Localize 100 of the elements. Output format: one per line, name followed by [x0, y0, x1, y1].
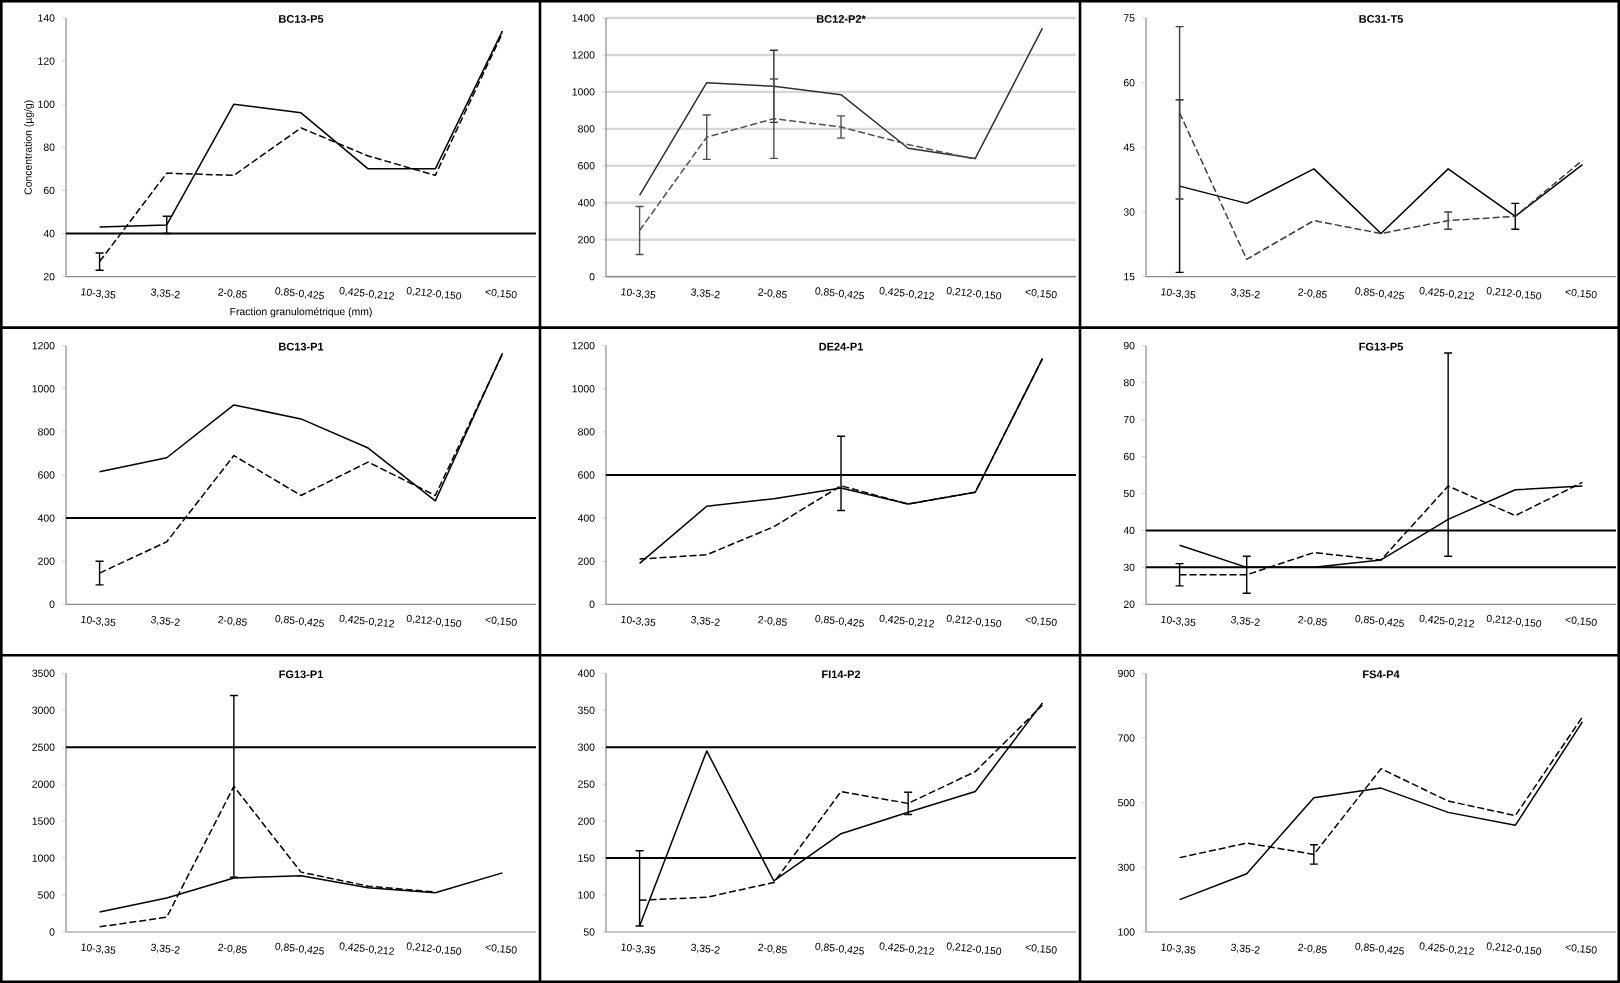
y-tick-label: 0: [589, 272, 595, 281]
x-tick-label: 2-0,85: [758, 943, 787, 954]
x-tick-label: 3,35-2: [150, 616, 180, 627]
y-tick-label: 60: [1123, 452, 1135, 461]
x-tick-label: 10-3,35: [1161, 943, 1196, 955]
x-tick-label: 0,212-0,150: [946, 614, 1002, 628]
x-axis-title: Fraction granulométrique (mm): [230, 307, 372, 318]
x-tick-label: 0,212-0,150: [1486, 942, 1542, 955]
y-tick-label: 400: [577, 199, 595, 207]
y-tick-label: 800: [38, 428, 55, 436]
chart-title: BC12-P2*: [816, 15, 866, 23]
y-tick-label: 800: [578, 428, 595, 436]
chart-title: FS4-P4: [1363, 670, 1400, 679]
x-tick-label: 3,35-2: [690, 616, 720, 627]
x-tick-label: 0,425-0,212: [879, 614, 934, 628]
chart-title: DE24-P1: [819, 342, 864, 351]
x-tick-label: 2-0,85: [218, 616, 247, 627]
x-tick-label: 0,212-0,150: [946, 942, 1002, 955]
x-tick-label: 0,85-0,425: [275, 615, 324, 627]
x-tick-label: 0,212-0,150: [406, 614, 462, 628]
x-tick-label: 0,212-0,150: [406, 942, 462, 955]
x-tick-label: 2-0,85: [1298, 943, 1327, 954]
x-tick-label: 10-3,35: [621, 943, 656, 955]
y-tick-label: 2000: [32, 780, 55, 788]
x-tick-label: 10-3,35: [1161, 615, 1196, 627]
y-tick-label: 200: [38, 557, 55, 565]
x-tick-label: 0,85-0,425: [275, 942, 324, 955]
x-tick-label: 3,35-2: [690, 943, 720, 954]
y-tick-label: 200: [578, 557, 595, 565]
line-series: [638, 27, 1044, 197]
y-tick-label: 600: [578, 471, 595, 479]
y-tick-label: 800: [578, 125, 595, 133]
x-tick-label: 2-0,85: [758, 288, 787, 299]
y-tick-label: 50: [1123, 489, 1135, 498]
y-tick-label: 60: [1123, 78, 1135, 87]
y-tick-label: 500: [38, 891, 55, 899]
y-tick-label: 1000: [572, 88, 595, 96]
x-tick-label: <0,150: [485, 288, 517, 299]
y-tick-label: 900: [1118, 669, 1135, 678]
y-tick-label: 45: [1123, 143, 1135, 151]
x-tick-label: <0,150: [1565, 616, 1597, 627]
x-tick-label: 3,35-2: [1230, 616, 1260, 627]
y-tick-label: 80: [43, 143, 55, 151]
x-tick-label: 0,85-0,425: [815, 287, 864, 300]
chart-title: FG13-P1: [279, 670, 324, 679]
x-tick-label: 0,212-0,150: [1486, 614, 1542, 628]
x-tick-label: <0,150: [1025, 616, 1057, 627]
y-tick-label: 0: [589, 600, 595, 608]
x-tick-label: <0,150: [1025, 944, 1057, 954]
y-tick-label: 30: [1123, 208, 1135, 216]
y-tick-label: 15: [1124, 273, 1135, 281]
y-tick-label: 2500: [32, 743, 55, 751]
y-tick-label: 400: [37, 514, 55, 522]
y-tick-label: 200: [578, 236, 595, 244]
y-tick-label: 350: [578, 706, 595, 714]
y-tick-label: 40: [43, 229, 55, 238]
y-tick-label: 120: [38, 57, 55, 65]
x-tick-label: 0,85-0,425: [815, 942, 864, 955]
y-tick-label: 60: [43, 186, 55, 195]
y-tick-label: 40: [1123, 526, 1135, 535]
chart-title: BC13-P1: [279, 342, 324, 351]
x-tick-label: <0,150: [1565, 288, 1597, 299]
x-tick-label: 10-3,35: [81, 943, 116, 955]
x-tick-label: 0,425-0,212: [339, 942, 394, 956]
y-tick-label: 70: [1123, 415, 1135, 424]
y-tick-label: 1000: [572, 385, 595, 393]
line-series: [1178, 163, 1584, 235]
y-tick-label: 150: [578, 854, 595, 862]
y-tick-label: 30: [1123, 563, 1135, 572]
y-tick-label: 75: [1123, 14, 1135, 22]
x-tick-label: 2-0,85: [1298, 616, 1327, 627]
y-tick-label: 400: [577, 669, 595, 677]
x-tick-label: 0,425-0,212: [879, 287, 934, 300]
y-tick-label: 250: [578, 780, 595, 788]
y-tick-label: 20: [43, 272, 55, 281]
x-tick-label: 10-3,35: [621, 615, 656, 627]
y-tick-label: 1200: [572, 341, 595, 350]
y-axis-title: Concentration (µg/g): [24, 100, 34, 195]
x-tick-label: 0,85-0,425: [1355, 942, 1404, 955]
y-tick-label: 600: [38, 471, 55, 479]
x-tick-label: 2-0,85: [218, 943, 247, 954]
x-tick-label: <0,150: [485, 616, 517, 627]
x-tick-label: 10-3,35: [621, 288, 656, 299]
x-tick-label: 10-3,35: [1161, 288, 1196, 299]
x-tick-label: 3,35-2: [150, 943, 180, 954]
y-tick-label: 1400: [572, 14, 595, 22]
y-tick-label: 80: [1123, 378, 1135, 387]
x-tick-label: 0,425-0,212: [1419, 287, 1474, 300]
y-tick-label: 600: [578, 162, 595, 170]
x-tick-label: <0,150: [1565, 944, 1597, 954]
y-tick-label: 700: [1118, 734, 1135, 742]
y-tick-label: 3500: [32, 669, 55, 677]
chart-title: FI14-P2: [822, 670, 861, 679]
x-tick-label: 0,425-0,212: [339, 287, 394, 300]
y-tick-label: 90: [1123, 341, 1135, 350]
x-tick-label: 10-3,35: [81, 615, 116, 627]
y-tick-label: 1000: [32, 385, 55, 393]
y-tick-label: 400: [577, 514, 595, 522]
x-tick-label: 3,35-2: [1230, 943, 1260, 954]
y-tick-label: 50: [583, 928, 595, 936]
